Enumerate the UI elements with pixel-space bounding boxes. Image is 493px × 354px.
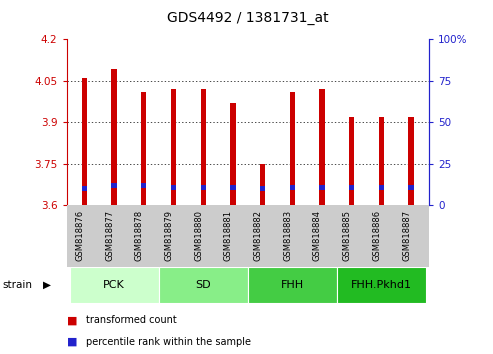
Bar (248, 267, 337, 303)
Text: GSM818883: GSM818883 (283, 210, 292, 261)
Bar (201, 89, 206, 205)
Text: GSM818882: GSM818882 (253, 210, 263, 261)
Bar (289, 92, 295, 205)
Bar (141, 92, 146, 205)
Bar (260, 186, 265, 191)
Text: GSM818879: GSM818879 (165, 210, 174, 261)
Bar (171, 89, 176, 205)
Bar (159, 267, 248, 303)
Text: GSM818877: GSM818877 (105, 210, 114, 261)
Text: GSM818884: GSM818884 (313, 210, 322, 261)
Bar (171, 184, 176, 189)
Bar (230, 184, 236, 189)
Text: strain: strain (2, 280, 33, 290)
Text: transformed count: transformed count (86, 315, 177, 325)
Text: GDS4492 / 1381731_at: GDS4492 / 1381731_at (167, 11, 328, 25)
Bar (319, 89, 325, 205)
Bar (349, 184, 354, 189)
Text: GSM818885: GSM818885 (343, 210, 352, 261)
Bar (70, 267, 159, 303)
Text: FHH.Pkhd1: FHH.Pkhd1 (351, 280, 412, 290)
Bar (349, 116, 354, 205)
Text: FHH: FHH (281, 280, 304, 290)
Bar (230, 103, 236, 205)
Text: ■: ■ (67, 315, 77, 325)
Text: GSM818876: GSM818876 (75, 210, 84, 261)
Bar (111, 183, 117, 188)
Bar (201, 184, 206, 189)
Text: ▶: ▶ (43, 280, 51, 290)
Text: GSM818886: GSM818886 (372, 210, 382, 261)
Bar (379, 184, 384, 189)
Bar (141, 183, 146, 188)
Text: GSM818880: GSM818880 (194, 210, 203, 261)
Text: PCK: PCK (103, 280, 125, 290)
Bar (289, 184, 295, 189)
Bar (111, 69, 117, 205)
Bar (379, 116, 384, 205)
Bar (408, 184, 414, 189)
Text: ■: ■ (67, 337, 77, 347)
Bar (82, 78, 87, 205)
Text: SD: SD (195, 280, 211, 290)
Bar (260, 164, 265, 205)
Bar (82, 186, 87, 191)
Bar (319, 184, 325, 189)
Text: GSM818878: GSM818878 (135, 210, 144, 261)
Text: GSM818887: GSM818887 (402, 210, 411, 261)
Bar (337, 267, 426, 303)
Text: percentile rank within the sample: percentile rank within the sample (86, 337, 251, 347)
Text: GSM818881: GSM818881 (224, 210, 233, 261)
Bar (408, 116, 414, 205)
